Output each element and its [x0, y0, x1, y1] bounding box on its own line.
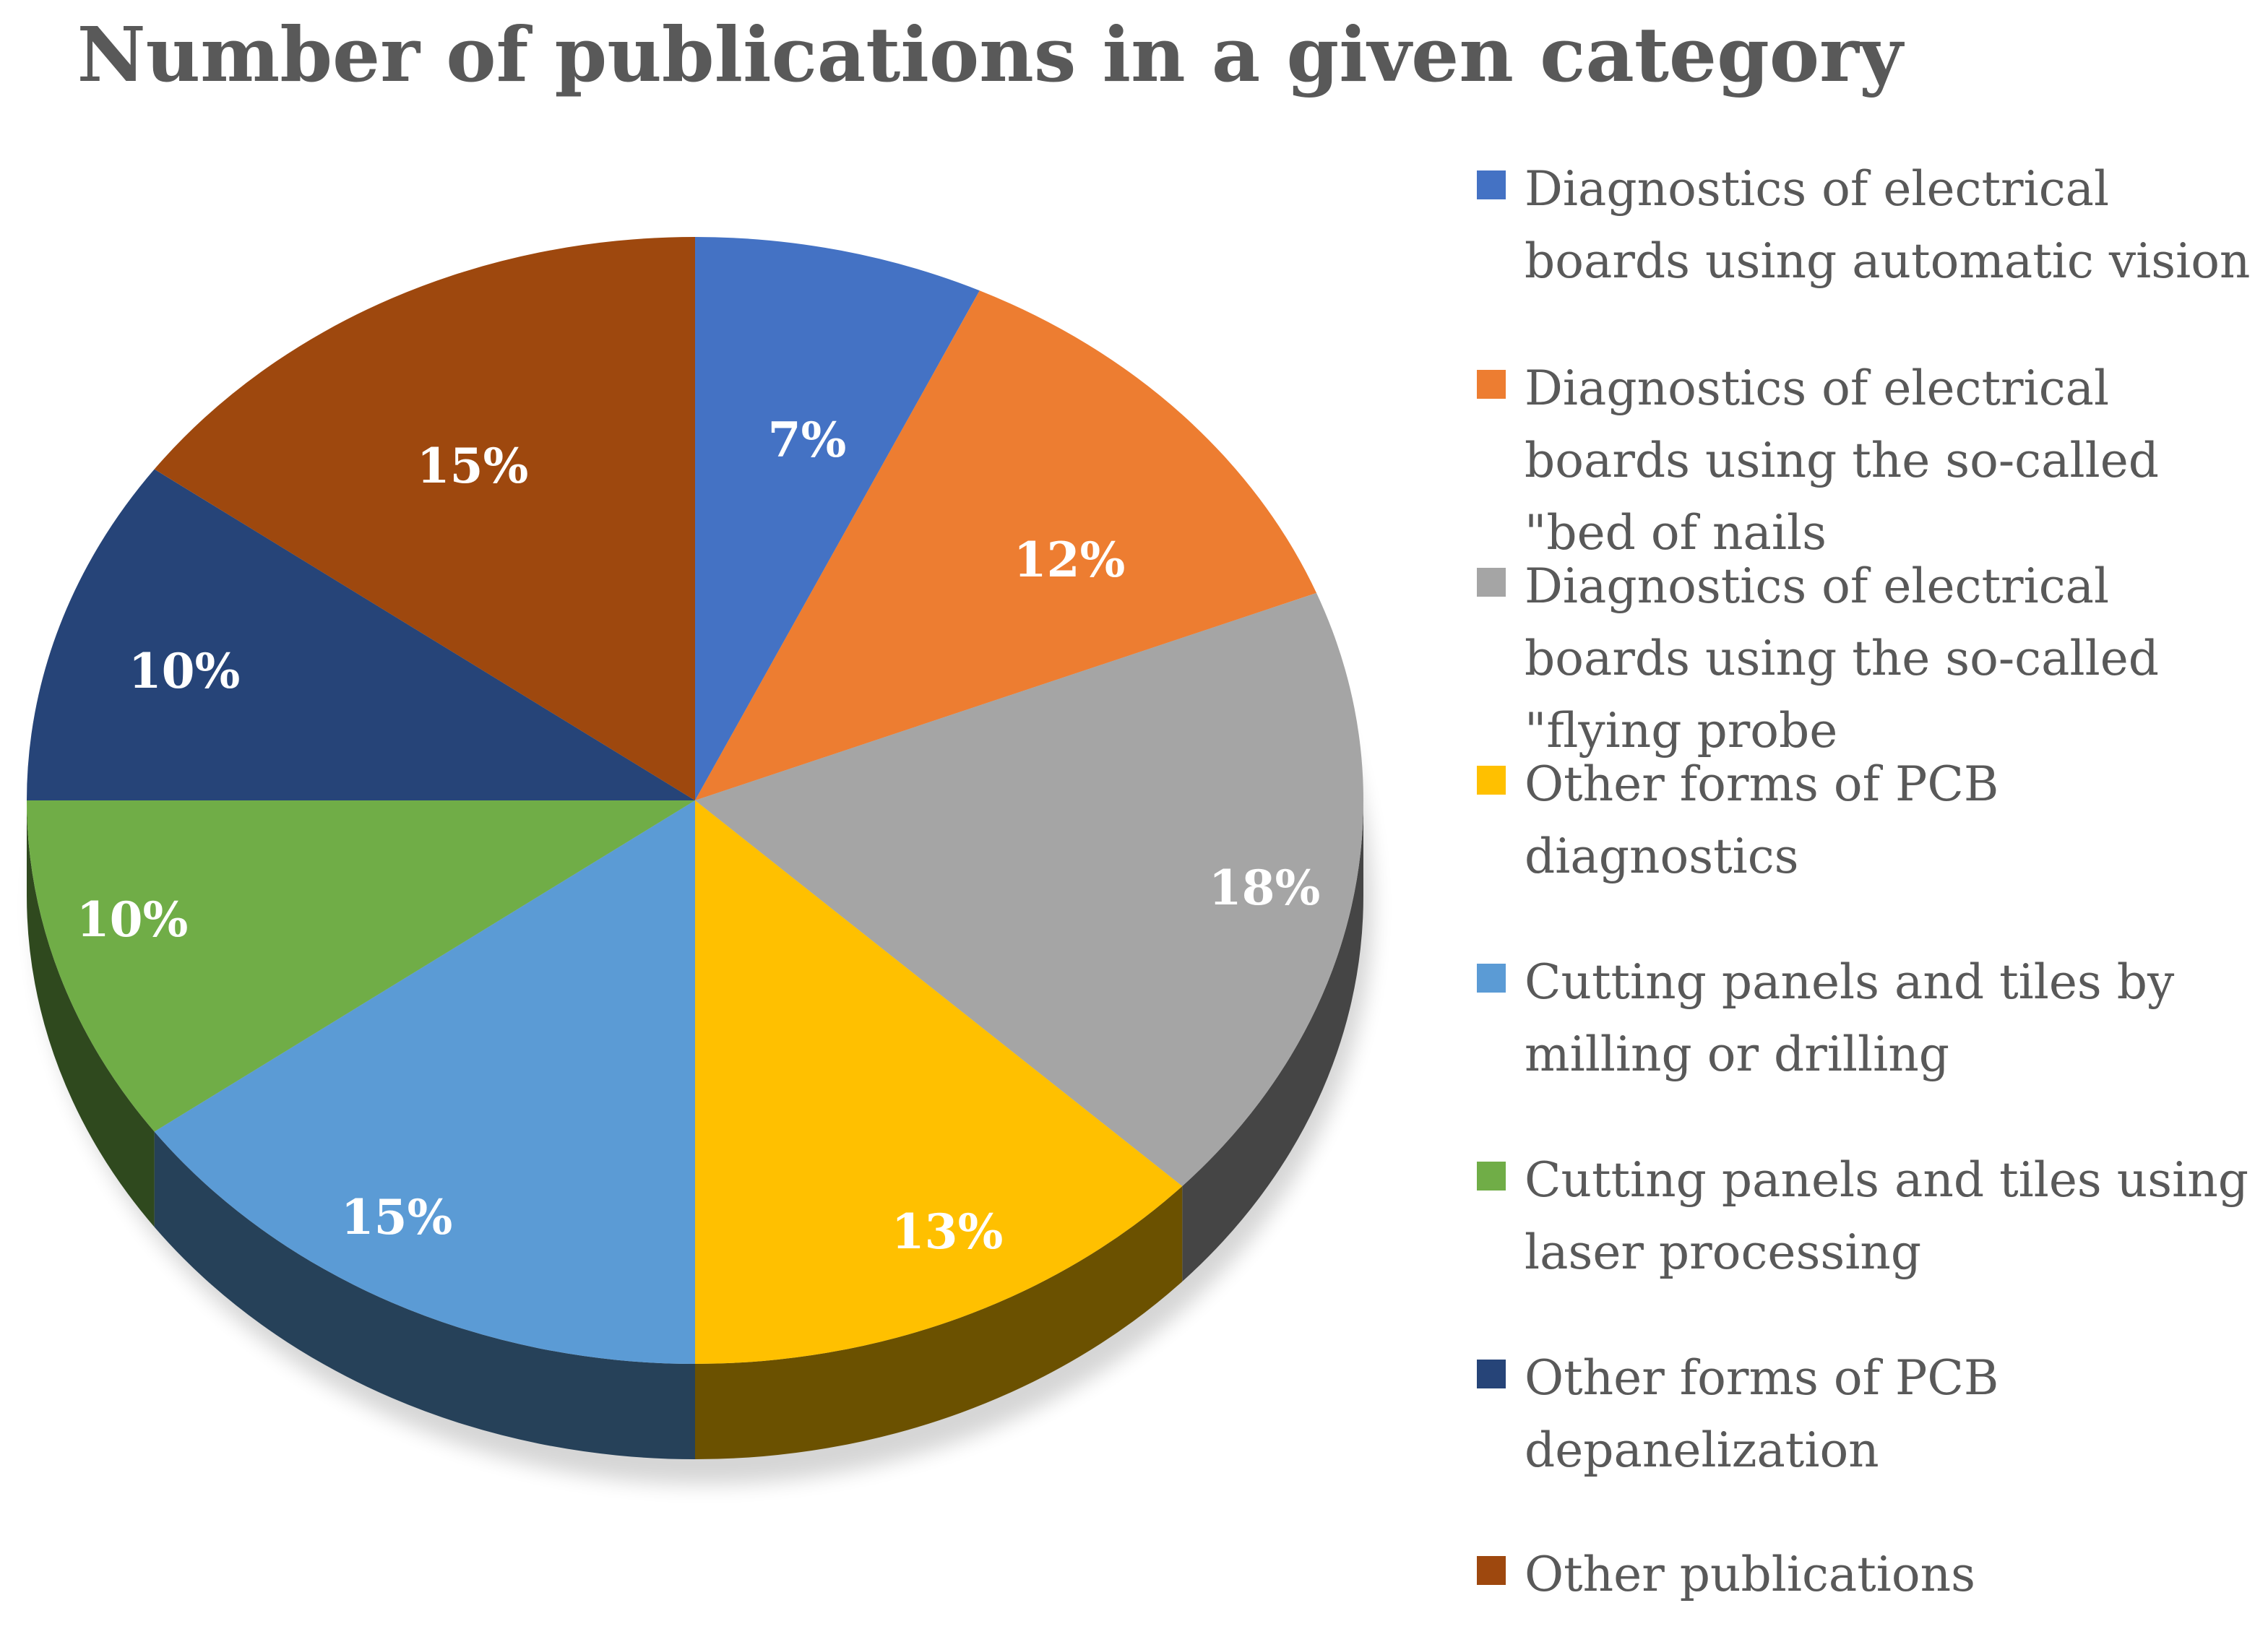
legend-label: Other forms of PCB diagnostics [1525, 756, 1999, 884]
pie-slice-cutting-panels-and-tiles-using-laser-pro[interactable] [27, 800, 695, 1132]
pie-slice-diagnostics-of-electrical-boards-using-a[interactable] [695, 237, 980, 800]
legend-swatch [1477, 1556, 1506, 1585]
pie-side-layer [27, 800, 1363, 1460]
pie-label-layer: 7% 12% 18% 13% 15% 10% 10% 15% [77, 412, 1321, 1260]
data-label-other-publications: 15% [417, 438, 529, 494]
chart-title: Number of publications in a given catego… [77, 10, 1903, 99]
pie-slice-other-forms-of-pcb-depanelization[interactable] [27, 469, 695, 800]
pie-chart: 7% 12% 18% 13% 15% 10% 10% 15% [27, 236, 1373, 1485]
pie-side-cutting-panels-and-tiles-using-laser-pro [27, 800, 155, 1227]
data-label-diagnostics-of-electrical-boards-using-t: 18% [1209, 860, 1321, 916]
data-label-cutting-panels-and-tiles-by-milling-or-d: 15% [341, 1189, 453, 1245]
legend-swatch [1477, 370, 1506, 399]
pie-slice-other-publications[interactable] [154, 236, 695, 800]
legend-swatch [1477, 170, 1506, 199]
legend-label: Cutting panels and tiles by milling or d… [1525, 954, 2175, 1082]
legend-label: Diagnostics of electrical boards using a… [1525, 161, 2251, 289]
pie-slice-diagnostics-of-electrical-boards-using-t[interactable] [695, 592, 1363, 1186]
legend-label: Cutting panels and tiles using laser pro… [1525, 1152, 2248, 1280]
data-label-other-forms-of-pcb-depanelization: 10% [129, 643, 241, 699]
legend-swatch [1477, 1360, 1506, 1388]
pie-slice-other-forms-of-pcb-diagnostics[interactable] [695, 800, 1183, 1364]
data-label-diagnostics-of-electrical-boards-using-a: 7% [768, 412, 847, 468]
legend-label: Diagnostics of electrical boards using t… [1525, 360, 2160, 561]
legend-label: Diagnostics of electrical boards using t… [1525, 558, 2160, 759]
pie-top-layer [27, 236, 1363, 1364]
pie-side-other-forms-of-pcb-diagnostics [695, 1185, 1183, 1460]
data-label-cutting-panels-and-tiles-using-laser-pro: 10% [77, 891, 189, 948]
legend-label: Other forms of PCB depanelization [1525, 1350, 1999, 1478]
pie-side-cutting-panels-and-tiles-by-milling-or-d [154, 1131, 695, 1459]
pie-side-diagnostics-of-electrical-boards-using-t [1182, 800, 1363, 1282]
pie-slice-cutting-panels-and-tiles-by-milling-or-d[interactable] [154, 800, 695, 1364]
legend-swatch [1477, 568, 1506, 597]
legend-swatch [1477, 766, 1506, 795]
legend-label: Other publications [1525, 1547, 1976, 1602]
data-label-other-forms-of-pcb-diagnostics: 13% [892, 1204, 1004, 1260]
pie-slice-diagnostics-of-electrical-boards-using-t[interactable] [695, 290, 1317, 801]
legend-swatch [1477, 1162, 1506, 1191]
legend-swatch [1477, 964, 1506, 993]
data-label-diagnostics-of-electrical-boards-using-t: 12% [1014, 532, 1126, 588]
